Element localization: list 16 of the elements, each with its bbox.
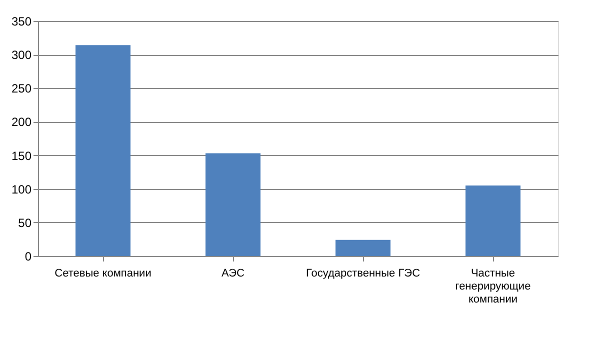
y-tick-label: 250 xyxy=(11,82,32,96)
x-tick-label: Государственные ГЭС xyxy=(306,268,420,280)
bar xyxy=(76,45,130,256)
y-tick-label: 0 xyxy=(24,250,32,264)
x-tick-label: Частные генерирующие компании xyxy=(455,268,531,306)
y-tick-label: 300 xyxy=(11,48,32,62)
bar xyxy=(466,186,520,256)
y-tick-label: 100 xyxy=(11,182,32,196)
y-tick-label: 50 xyxy=(18,216,32,230)
y-tick-label: 200 xyxy=(11,115,32,130)
y-tick-label: 150 xyxy=(11,148,32,163)
x-tick-label: Сетевые компании xyxy=(54,268,152,280)
y-tick-label: 350 xyxy=(11,14,32,28)
bar xyxy=(336,240,390,256)
x-tick-label: АЭС xyxy=(222,268,245,280)
bar xyxy=(206,153,260,256)
